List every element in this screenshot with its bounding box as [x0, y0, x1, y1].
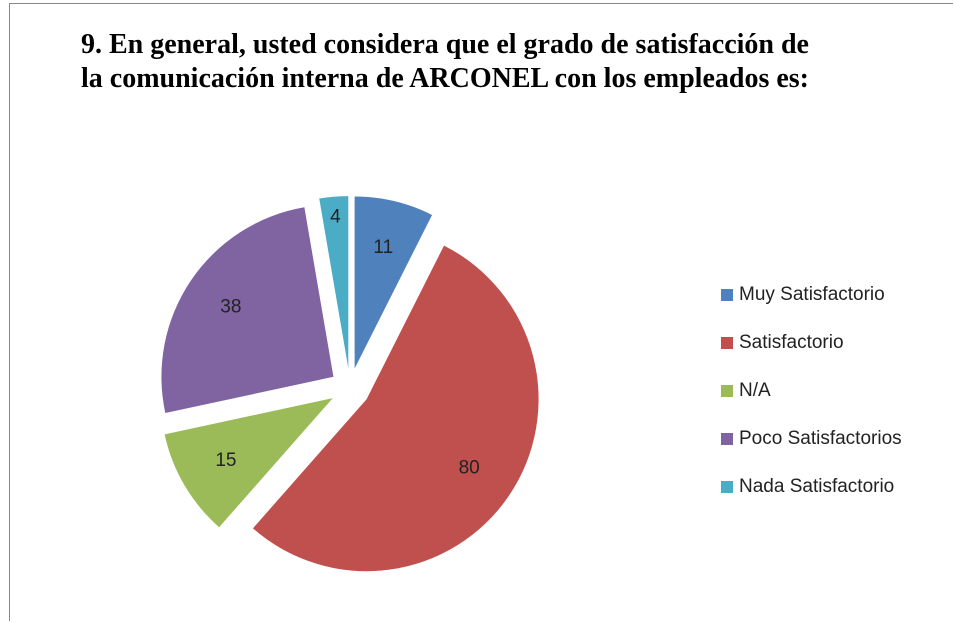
pie-slice: [319, 196, 349, 369]
legend-label: Satisfactorio: [739, 332, 844, 353]
legend-label: Muy Satisfactorio: [739, 284, 885, 305]
pie-slice: [164, 398, 333, 528]
data-label: 11: [373, 237, 393, 258]
chart-frame: [9, 3, 953, 621]
data-label: 80: [459, 458, 480, 479]
legend-label: Nada Satisfactorio: [739, 476, 894, 497]
pie-slice: [354, 196, 433, 369]
pie-slice: [161, 207, 334, 414]
data-label: 4: [330, 206, 341, 227]
pie-slice: [252, 245, 539, 572]
chart-title: 9. En general, usted considera que el gr…: [80, 29, 809, 94]
legend-swatch: [721, 337, 733, 349]
data-label: 15: [215, 450, 236, 471]
legend-label: N/A: [739, 380, 771, 401]
data-label: 38: [220, 296, 241, 317]
legend-swatch: [721, 385, 733, 397]
legend-label: Poco Satisfactorios: [739, 428, 902, 449]
legend-swatch: [721, 433, 733, 445]
legend-swatch: [721, 289, 733, 301]
legend-swatch: [721, 481, 733, 493]
